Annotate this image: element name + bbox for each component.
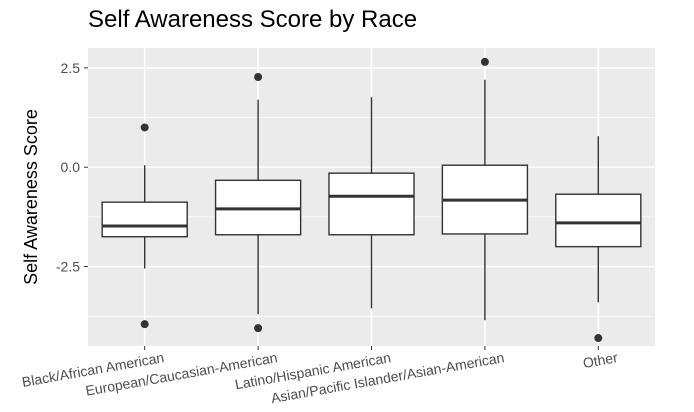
y-tick-label: 2.5 (61, 60, 81, 76)
box-group (441, 57, 529, 321)
boxes (101, 57, 642, 343)
box-group (328, 97, 415, 309)
y-tick-label: 0.0 (61, 159, 81, 175)
outlier-point (480, 57, 489, 66)
chart-title: Self Awareness Score by Race (88, 6, 418, 33)
x-axis: Black/African AmericanEuropean/Caucasian… (21, 346, 619, 406)
box (328, 172, 415, 236)
y-axis: 2.5 0.0 -2.5 (56, 60, 88, 275)
y-axis-title: Self Awareness Score (21, 109, 41, 285)
outlier-point (254, 73, 263, 82)
box-group (555, 136, 642, 343)
box-group (214, 73, 302, 333)
outlier-point (594, 334, 603, 343)
outlier-point (140, 123, 149, 132)
outlier-point (254, 324, 263, 333)
box (555, 193, 642, 248)
y-tick-label: -2.5 (56, 259, 80, 275)
x-tick-label: Other (582, 349, 620, 371)
box-group (101, 123, 188, 329)
outlier-point (140, 320, 149, 329)
box (101, 201, 188, 238)
